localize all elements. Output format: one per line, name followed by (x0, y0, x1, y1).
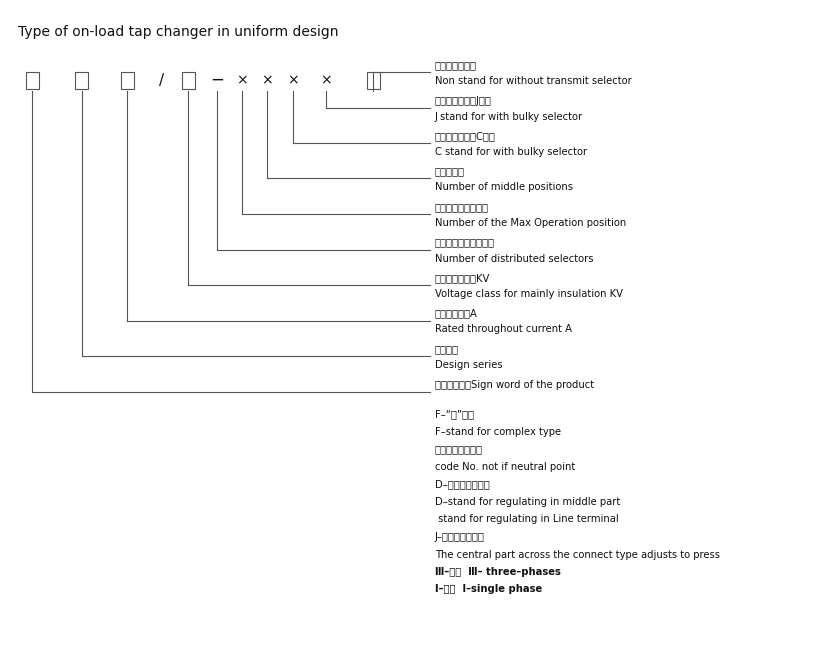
Text: 无转换器不表示: 无转换器不表示 (435, 60, 476, 70)
Text: 产品型号字母Sign word of the product: 产品型号字母Sign word of the product (435, 379, 594, 390)
Text: J stand for with bulky selector: J stand for with bulky selector (435, 111, 582, 121)
Text: Number of middle positions: Number of middle positions (435, 183, 572, 193)
Text: 最大工作分接位置数: 最大工作分接位置数 (435, 202, 489, 212)
Text: 设计序号: 设计序号 (435, 344, 459, 354)
Text: J–中部趾樣式调压: J–中部趾樣式调压 (435, 532, 484, 542)
Text: Voltage class for mainly insulation KV: Voltage class for mainly insulation KV (435, 289, 623, 299)
Text: 带极性选择器用J表示: 带极性选择器用J表示 (435, 96, 491, 105)
Text: Rated throughout current A: Rated throughout current A (435, 324, 571, 335)
Text: ×: × (261, 73, 272, 87)
Text: C stand for with bulky selector: C stand for with bulky selector (435, 147, 586, 157)
Text: Design series: Design series (435, 360, 502, 370)
Text: Ⅲ–三相  Ⅲ– three–phases: Ⅲ–三相 Ⅲ– three–phases (435, 567, 561, 577)
Bar (26, 71, 38, 88)
Text: Type of on-load tap changer in uniform design: Type of on-load tap changer in uniform d… (18, 25, 338, 39)
Text: The central part across the connect type adjusts to press: The central part across the connect type… (435, 550, 720, 559)
Bar (366, 71, 379, 88)
Bar (120, 71, 133, 88)
Text: Ⅰ–单相  Ⅰ–single phase: Ⅰ–单相 Ⅰ–single phase (435, 584, 542, 595)
Text: ×: × (320, 73, 331, 87)
Bar (181, 71, 195, 88)
Text: 带粗调选择器用C表示: 带粗调选择器用C表示 (435, 131, 495, 141)
Text: Non stand for without transmit selector: Non stand for without transmit selector (435, 76, 631, 86)
Text: ×: × (236, 73, 248, 87)
Text: ×: × (286, 73, 298, 87)
Text: D–stand for regulating in middle part: D–stand for regulating in middle part (435, 497, 619, 507)
Text: −: − (209, 71, 224, 89)
Bar (75, 71, 89, 88)
Text: code No. not if neutral point: code No. not if neutral point (435, 462, 575, 472)
Text: 中间位置数: 中间位置数 (435, 166, 465, 176)
Text: 中性点调压无代号: 中性点调压无代号 (435, 445, 483, 455)
Text: /: / (159, 73, 165, 88)
Text: Number of the Max Operation position: Number of the Max Operation position (435, 218, 625, 228)
Text: 主绝缘电压等级KV: 主绝缘电压等级KV (435, 273, 490, 283)
Text: D–中部、线端调压: D–中部、线端调压 (435, 479, 489, 489)
Text: F–“复”台式: F–“复”台式 (435, 409, 474, 419)
Text: Number of distributed selectors: Number of distributed selectors (435, 253, 593, 263)
Text: 额定通过电流A: 额定通过电流A (435, 309, 477, 318)
Text: 分接选择器分布触头数: 分接选择器分布触头数 (435, 238, 494, 248)
Text: F–stand for complex type: F–stand for complex type (435, 427, 561, 437)
Text: stand for regulating in Line terminal: stand for regulating in Line terminal (435, 514, 618, 525)
